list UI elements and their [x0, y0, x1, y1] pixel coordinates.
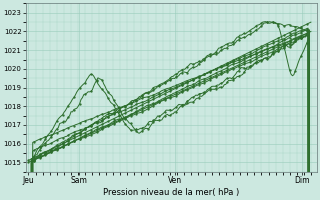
X-axis label: Pression niveau de la mer( hPa ): Pression niveau de la mer( hPa ) [103, 188, 239, 197]
